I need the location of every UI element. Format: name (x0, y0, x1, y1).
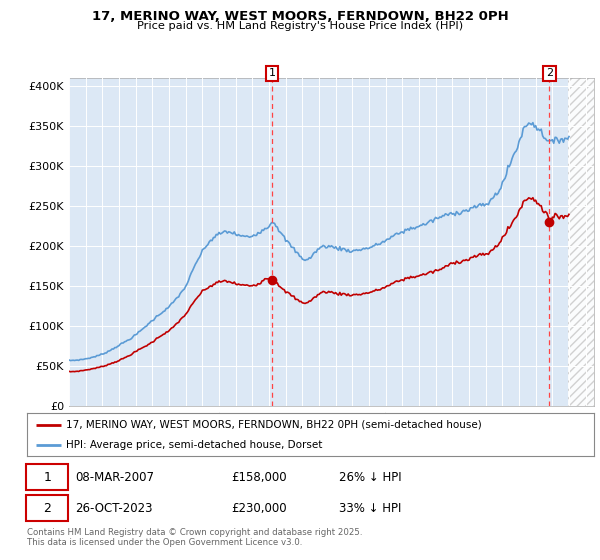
Text: £158,000: £158,000 (231, 471, 287, 484)
Text: HPI: Average price, semi-detached house, Dorset: HPI: Average price, semi-detached house,… (65, 440, 322, 450)
Text: 1: 1 (268, 68, 275, 78)
Text: 26% ↓ HPI: 26% ↓ HPI (339, 471, 401, 484)
Text: 17, MERINO WAY, WEST MOORS, FERNDOWN, BH22 0PH (semi-detached house): 17, MERINO WAY, WEST MOORS, FERNDOWN, BH… (65, 419, 481, 430)
Text: 26-OCT-2023: 26-OCT-2023 (75, 502, 152, 515)
Text: Contains HM Land Registry data © Crown copyright and database right 2025.
This d: Contains HM Land Registry data © Crown c… (27, 528, 362, 547)
Text: 2: 2 (546, 68, 553, 78)
Text: 1: 1 (43, 471, 51, 484)
FancyBboxPatch shape (26, 495, 68, 521)
Text: Price paid vs. HM Land Registry's House Price Index (HPI): Price paid vs. HM Land Registry's House … (137, 21, 463, 31)
Text: 08-MAR-2007: 08-MAR-2007 (75, 471, 154, 484)
Text: £230,000: £230,000 (231, 502, 287, 515)
FancyBboxPatch shape (26, 464, 68, 490)
Text: 2: 2 (43, 502, 51, 515)
Text: 33% ↓ HPI: 33% ↓ HPI (339, 502, 401, 515)
Text: 17, MERINO WAY, WEST MOORS, FERNDOWN, BH22 0PH: 17, MERINO WAY, WEST MOORS, FERNDOWN, BH… (92, 10, 508, 22)
Bar (568, 78, 594, 406)
